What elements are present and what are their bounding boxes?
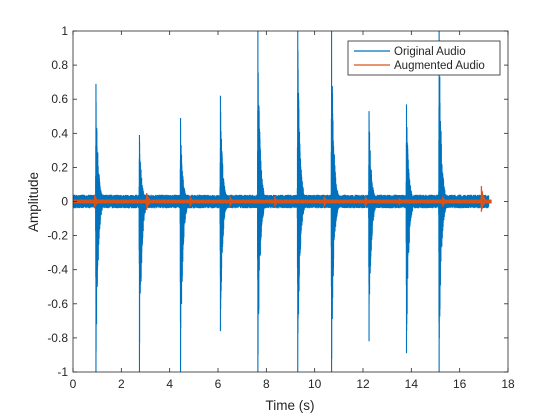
y-tick-label: -0.4 [47,263,68,277]
axes: 0 2 4 6 8 10 12 14 16 18 -1 -0.8 -0.6 -0.4 -0.2 0 0.2 0.4… [47,24,515,391]
x-tick-label: 14 [405,377,419,391]
legend: Original Audio Augmented Audio [347,40,501,76]
y-tick-label: 0.8 [51,58,68,72]
x-tick-label: 18 [501,377,515,391]
y-tick-label: 0.6 [51,92,68,106]
legend-entry: Augmented Audio [394,60,485,72]
plot-area [73,31,492,372]
x-tick-label: 6 [215,377,222,391]
series-line-augmented-audio [73,186,492,212]
y-tick-label: 1 [61,24,68,38]
y-tick-label: -0.6 [47,297,68,311]
y-axis-label: Amplitude [26,172,41,232]
x-tick-label: 10 [308,377,322,391]
y-tick-label: -1 [57,365,68,379]
y-tick-label: 0.2 [51,160,68,174]
y-tick-label: 0.4 [51,126,68,140]
legend-box [347,40,501,76]
x-tick-label: 8 [263,377,270,391]
x-tick-label: 2 [118,377,125,391]
y-tick-label: 0 [61,195,68,209]
x-tick-label: 4 [166,377,173,391]
legend-entry: Original Audio [394,46,466,58]
y-tick-label: -0.2 [47,229,68,243]
x-tick-label: 12 [356,377,370,391]
y-tick-label: -0.8 [47,331,68,345]
x-tick-label: 16 [453,377,467,391]
x-tick-label: 0 [70,377,77,391]
x-axis-label: Time (s) [266,398,315,413]
